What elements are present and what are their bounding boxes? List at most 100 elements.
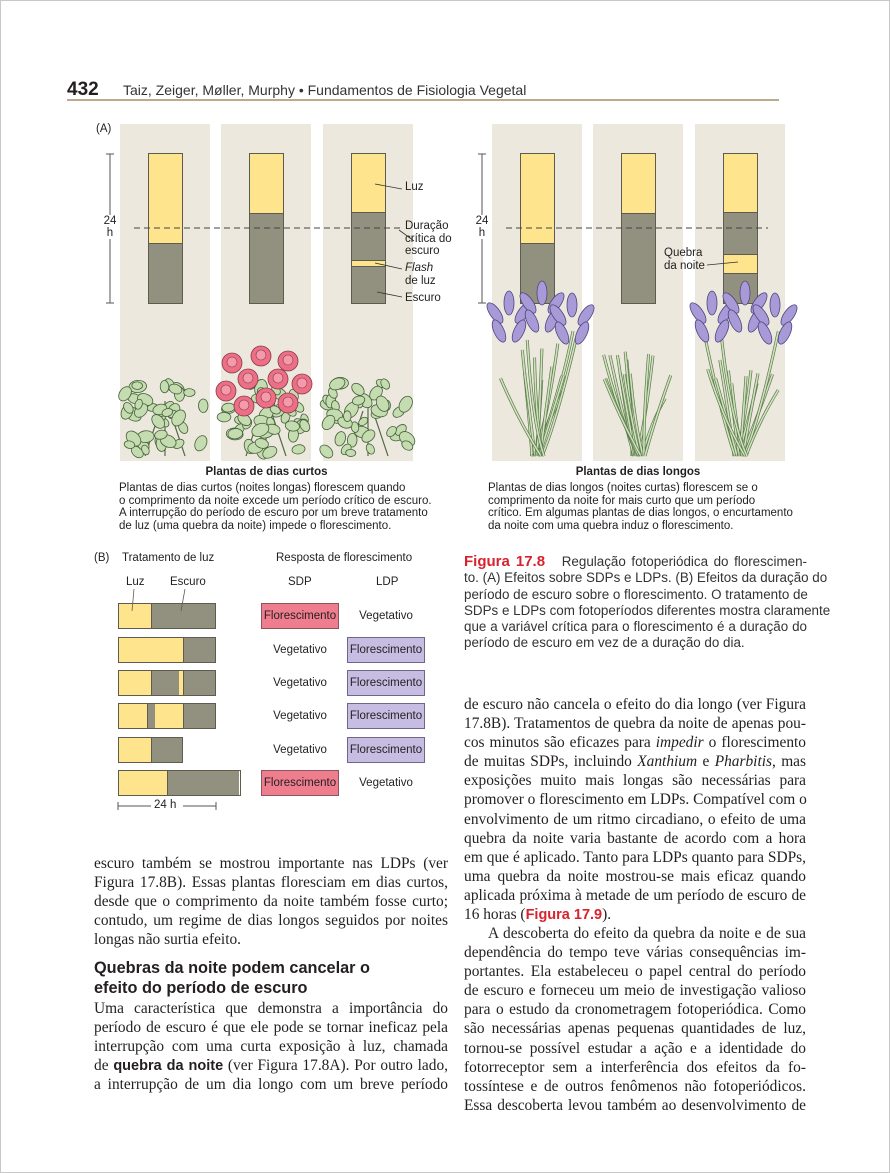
caption-line: Figura 17.8 Regulação fotoperiódica do f… — [464, 553, 807, 570]
legend-light: Luz — [126, 576, 145, 588]
heading-line: Quebras da noite podem cancelar o — [94, 959, 370, 977]
text-run: quebra da noite varia bastante de acordo… — [464, 829, 806, 847]
ldp-caption-title: Plantas de dias longos — [575, 466, 701, 478]
treatment-bar — [118, 670, 216, 696]
text-run: 17.8B). Tratamentos de quebra da noite d… — [464, 715, 806, 733]
pink-flower-icon — [215, 345, 313, 417]
scale-label: h — [106, 227, 114, 239]
light-period — [119, 638, 183, 662]
text-line: aplicada próxima à metade de um período … — [464, 886, 806, 905]
leader-line — [376, 291, 403, 298]
annotation-line: da noite — [664, 259, 705, 272]
key-term: quebra da noite — [113, 1058, 224, 1075]
figure-a-drawings — [106, 153, 798, 460]
scale-24h-label: 24 h — [154, 799, 177, 811]
text-line: a interrupção de um dia longo com um bre… — [94, 1075, 448, 1094]
leader-line — [398, 229, 415, 242]
right-paragraph-1: de escuro não cancela o efeito do dia lo… — [464, 695, 807, 924]
text-line: 16 horas (Figura 17.9). — [464, 905, 806, 924]
heading-line: efeito do período de escuro — [94, 979, 308, 997]
text-line: fotorreceptor sem a interferência dos ef… — [464, 1058, 806, 1077]
caption-line: SDPs e LDPs com fotoperíodos diferentes … — [464, 602, 831, 618]
annotation-light: Luz — [405, 181, 424, 193]
text-line: promover o florescimento em LDPs. Compat… — [464, 790, 807, 809]
leader-line — [374, 183, 403, 190]
dark-period — [352, 211, 385, 261]
text-line: tornou-se possível estudar a ação e a id… — [464, 1039, 806, 1058]
text-line: A descoberta do efeito da quebra da noit… — [464, 924, 806, 943]
left-paragraph-1: escuro também se mostrou importante nas … — [94, 854, 448, 949]
light-period — [119, 738, 151, 762]
ldp-response-vegetative: Vegetativo — [359, 777, 413, 789]
caption-line: A interrupção do período de escuro por u… — [119, 507, 428, 520]
text-line: cos minutos são eficazes para impedir o … — [464, 733, 806, 752]
dark-period — [724, 211, 757, 255]
text-line: Uma característica que demonstra a impor… — [94, 999, 448, 1018]
light-period — [724, 154, 757, 212]
text-run: contudo, um regime de dias longos seguid… — [94, 912, 448, 930]
text-run: tossíntese e de outros fenômenos não fot… — [464, 1077, 806, 1095]
text-line: uma quebra da noite mostrou-se mais efic… — [464, 867, 806, 886]
caption-line: período de escuro em vez de a duração do… — [464, 635, 745, 651]
text-line: de escuro não cancela o efeito do dia lo… — [464, 695, 806, 714]
text-line: desde que o comprimento da noite também … — [94, 892, 448, 911]
header-rule — [67, 99, 779, 101]
annotation-line: de luz — [405, 274, 436, 287]
text-line: dependência do tempo teve várias consequ… — [464, 943, 806, 962]
text-line: de escuro e forneceu um meio de investig… — [464, 981, 806, 1000]
annotation-night-break: Quebra da noite — [664, 247, 705, 272]
text-line: escuro também se mostrou importante nas … — [94, 854, 448, 873]
ldp-response-flowering: Florescimento — [347, 737, 425, 763]
dark-period — [150, 738, 183, 762]
text-run: desde que o comprimento da noite também … — [94, 893, 448, 911]
light-period — [179, 671, 183, 695]
scale-label: 24 — [103, 215, 117, 227]
scale-label: 24 — [475, 215, 489, 227]
light-period — [521, 154, 554, 244]
dark-period — [183, 671, 215, 695]
annotation-critical-dark: Duração crítica do escuro — [405, 220, 452, 258]
sdp-response-vegetative: Vegetativo — [273, 744, 327, 756]
annotation-dark: Escuro — [405, 292, 441, 304]
text-run: Xanthium — [637, 753, 698, 771]
ldp-response-flowering: Florescimento — [347, 703, 425, 729]
light-period — [352, 260, 385, 267]
caption-line: período de escuro sobre o florescimento.… — [464, 586, 808, 602]
treatment-heading: Tratamento de luz — [122, 552, 215, 564]
text-run: de escuro e forneceu um meio de investig… — [464, 982, 806, 1000]
text-run: fotorreceptor sem a interferência dos ef… — [464, 1058, 806, 1076]
dark-period — [147, 704, 155, 728]
sdp-response-flowering: Florescimento — [261, 603, 339, 629]
caption-line: que a variável crítica para o florescime… — [464, 619, 807, 635]
caption-line: to. (A) Efeitos sobre SDPs e LDPs. (B) E… — [464, 570, 828, 586]
light-period — [724, 254, 757, 273]
dark-period — [151, 671, 179, 695]
iris-flower-icon — [722, 280, 768, 333]
sdp-response-vegetative: Vegetativo — [273, 677, 327, 689]
leader-line — [374, 262, 403, 270]
text-line: em que é aplicado. Tanto para LDPs quant… — [464, 848, 806, 867]
left-paragraph-2: Uma característica que demonstra a impor… — [94, 999, 448, 1094]
treatment-bar — [118, 603, 216, 629]
caption-line: crítico. Em algumas plantas de dias long… — [488, 507, 793, 520]
light-period — [250, 154, 283, 213]
caption-line: de luz (uma quebra da noite) impede o fl… — [119, 519, 392, 532]
caption-line: Plantas de dias longos (noites curtas) f… — [488, 482, 758, 494]
text-run: (ver Figura 17.8A). Por outro lado, — [223, 1057, 449, 1075]
figure-number: Figura 17.8 — [464, 553, 546, 570]
section-heading: Quebras da noite podem cancelar o efeito… — [94, 958, 370, 998]
leader-line — [706, 261, 739, 266]
bush-plant-icon — [319, 376, 416, 459]
scale-label: h — [478, 227, 486, 239]
text-run: , mas — [771, 753, 806, 771]
iris-plant-icon — [486, 280, 595, 457]
column-sdp: SDP — [288, 576, 312, 588]
text-run: Essa descoberta levou também ao desenvol… — [464, 1096, 806, 1114]
text-line: 17.8B). Tratamentos de quebra da noite d… — [464, 714, 806, 733]
figure-reference-link[interactable]: Figura 17.9 — [525, 907, 603, 924]
figure-a-label: (A) — [96, 123, 112, 135]
text-run: cos minutos são eficazes para — [464, 734, 656, 752]
text-run: exposições muito mais longas são necessá… — [464, 772, 806, 790]
iris-plant-icon — [689, 280, 798, 457]
text-run: a interrupção de um dia longo com um bre… — [94, 1076, 448, 1094]
